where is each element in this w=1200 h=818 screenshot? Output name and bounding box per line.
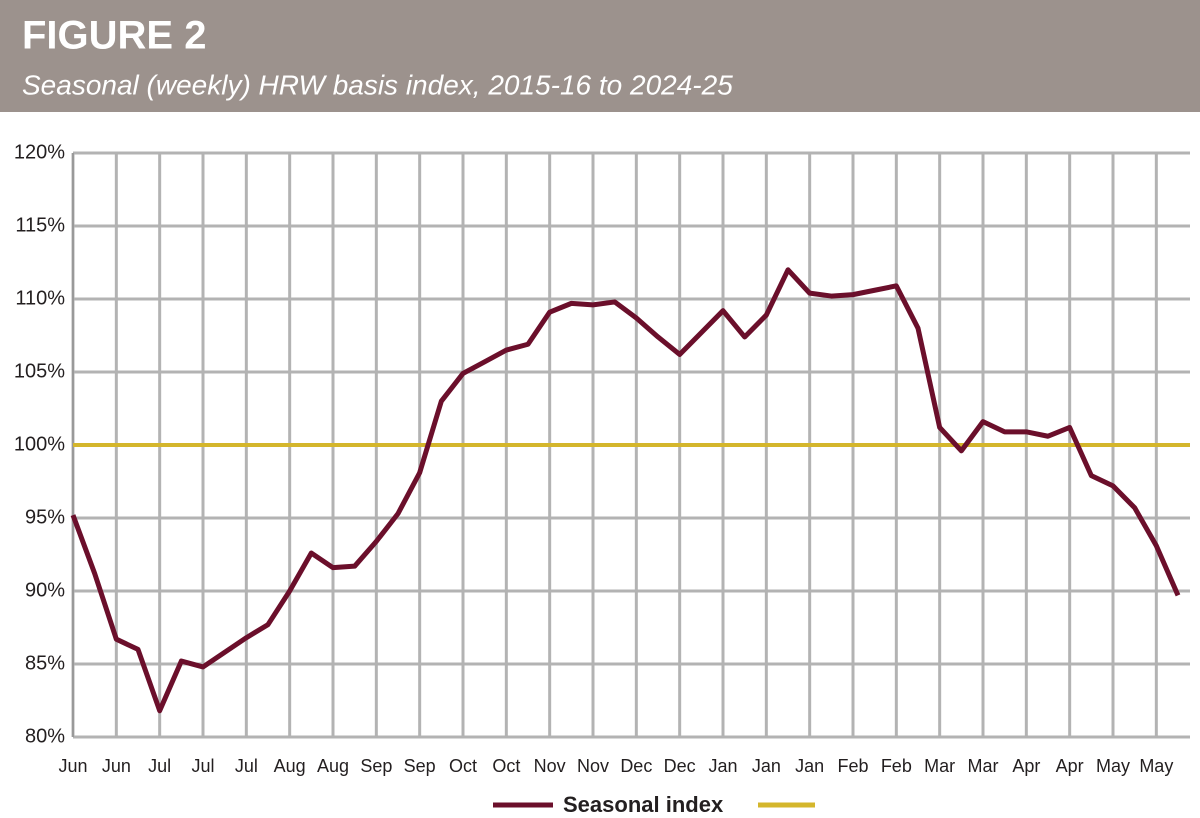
y-tick-label: 80%	[25, 725, 65, 747]
data-line	[70, 267, 1181, 714]
x-tick-label: Oct	[492, 756, 520, 776]
x-tick-label: Feb	[837, 756, 868, 776]
x-tick-label: Dec	[664, 756, 696, 776]
x-tick-label: Sep	[360, 756, 392, 776]
x-tick-label: Nov	[577, 756, 609, 776]
x-tick-label: Oct	[449, 756, 477, 776]
x-tick-label: Aug	[274, 756, 306, 776]
x-tick-label: Feb	[881, 756, 912, 776]
y-tick-label: 115%	[15, 214, 65, 236]
y-tick-label: 90%	[25, 579, 65, 601]
chart-subtitle: Seasonal (weekly) HRW basis index, 2015-…	[22, 69, 733, 100]
x-tick-label: Nov	[534, 756, 566, 776]
x-tick-label: Apr	[1056, 756, 1084, 776]
y-tick-label: 100%	[14, 433, 65, 455]
y-tick-label: 95%	[25, 506, 65, 528]
x-tick-label: Jul	[191, 756, 214, 776]
x-tick-label: May	[1096, 756, 1130, 776]
y-tick-label: 105%	[14, 360, 65, 382]
y-tick-label: 110%	[15, 287, 65, 309]
x-tick-label: Jan	[752, 756, 781, 776]
x-tick-label: Jun	[58, 756, 87, 776]
x-tick-label: Sep	[404, 756, 436, 776]
x-tick-label: May	[1139, 756, 1173, 776]
x-tick-label: Jan	[708, 756, 737, 776]
x-tick-label: Mar	[968, 756, 999, 776]
header-band	[0, 0, 1200, 112]
x-tick-label: Aug	[317, 756, 349, 776]
x-tick-label: Dec	[620, 756, 652, 776]
chart-title: FIGURE 2	[22, 14, 206, 58]
x-tick-label: Jan	[795, 756, 824, 776]
y-tick-label: 120%	[14, 141, 65, 163]
x-tick-label: Apr	[1012, 756, 1040, 776]
x-tick-label: Jul	[235, 756, 258, 776]
x-tick-label: Jun	[102, 756, 131, 776]
x-tick-label: Jul	[148, 756, 171, 776]
x-tick-label: Mar	[924, 756, 955, 776]
y-tick-label: 85%	[25, 652, 65, 674]
legend-label: Seasonal index	[563, 792, 724, 817]
